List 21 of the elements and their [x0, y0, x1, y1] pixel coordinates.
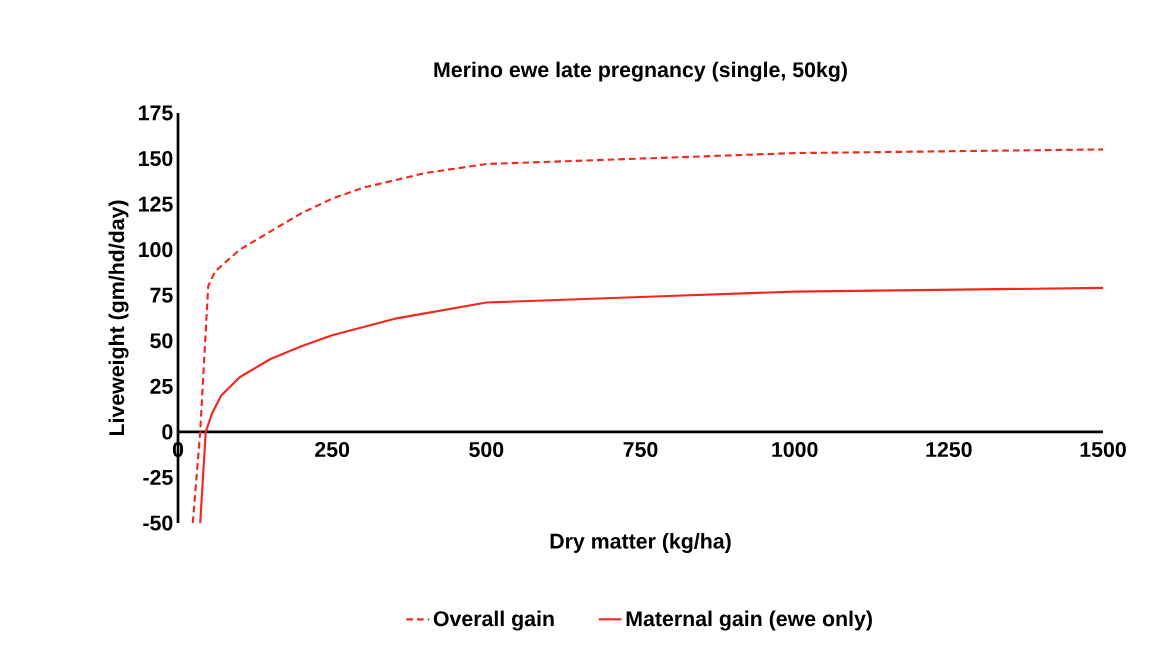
x-tick-label: 1250 [926, 441, 972, 458]
y-tick-label: 150 [139, 151, 173, 167]
y-tick-label: -25 [143, 469, 173, 485]
legend-label: Overall gain [433, 610, 554, 631]
y-tick-label: 0 [162, 424, 173, 440]
y-tick-label: 50 [150, 333, 173, 349]
x-tick-label: 750 [623, 441, 658, 458]
y-tick-label: 175 [139, 105, 173, 121]
chart-title: Merino ewe late pregnancy (single, 50kg) [434, 61, 847, 82]
y-tick-label: 75 [150, 287, 173, 303]
x-axis-title: Dry matter (kg/ha) [550, 533, 731, 554]
x-tick-label: 1000 [772, 441, 818, 458]
y-tick-label: 100 [139, 242, 173, 258]
y-axis-title: Liveweight (gm/hd/day) [108, 200, 129, 436]
y-tick-label: 125 [139, 196, 173, 212]
x-tick-label: 1500 [1080, 441, 1126, 458]
x-tick-label: 500 [469, 441, 504, 458]
y-tick-label: -50 [143, 515, 173, 531]
x-tick-label: 250 [315, 441, 350, 458]
legend-label: Maternal gain (ewe only) [626, 610, 872, 631]
y-tick-label: 25 [150, 378, 173, 394]
